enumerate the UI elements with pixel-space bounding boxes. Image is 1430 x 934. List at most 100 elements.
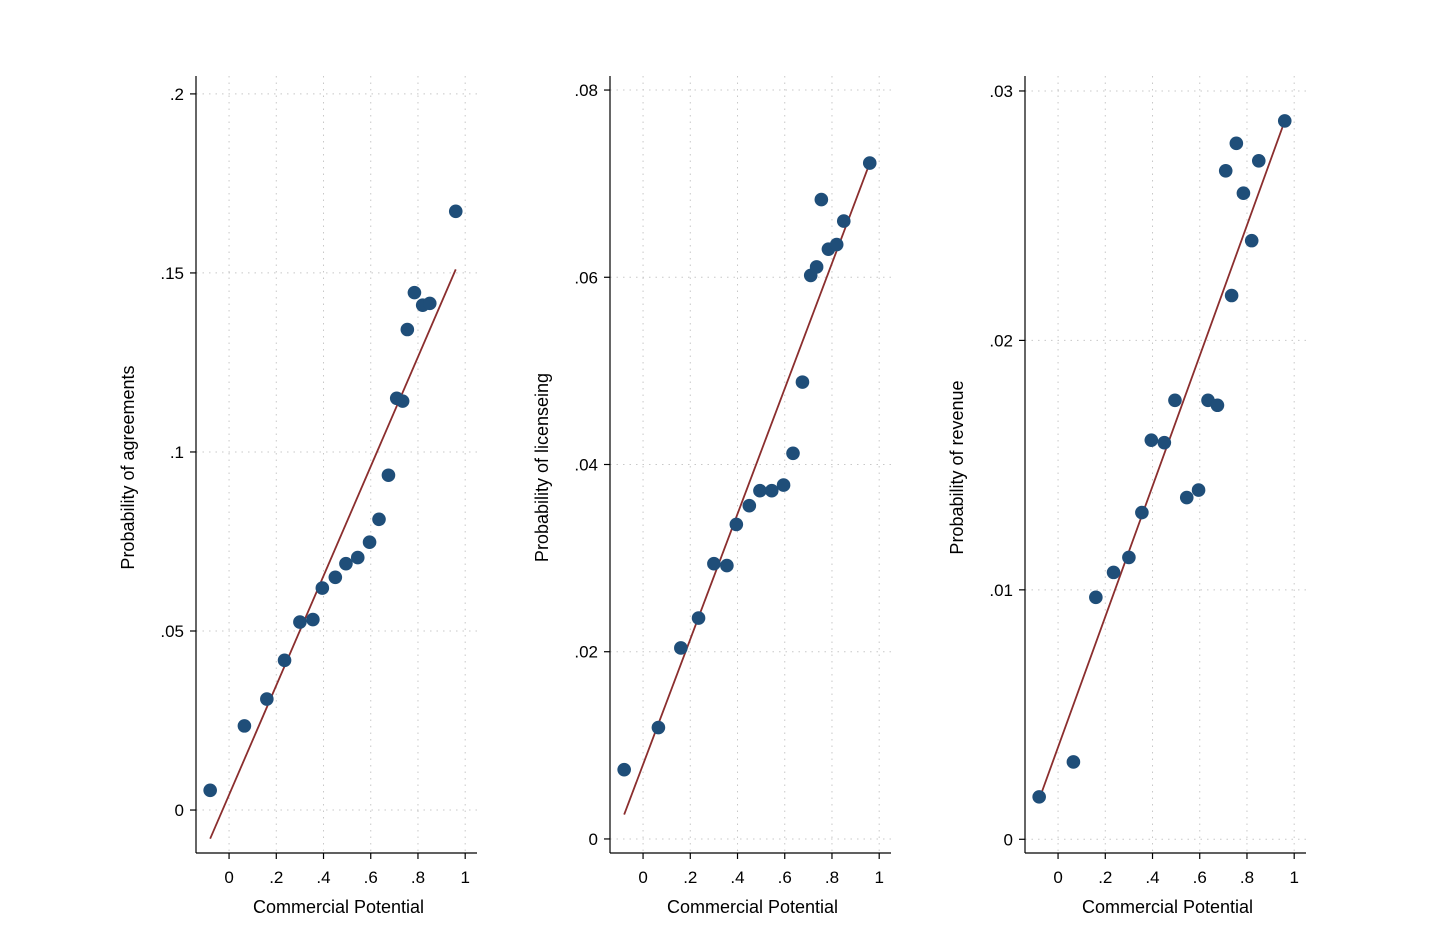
data-point	[395, 394, 410, 408]
data-point	[1244, 233, 1259, 248]
chart-panel-3: 0 .01 .02 .03 0 .2 .4 .6 .8 1 Commercial Potential…	[947, 76, 1306, 917]
fit-line	[1038, 120, 1286, 800]
x-tick-label: 1	[460, 868, 469, 887]
x-tick-label: 1	[1289, 868, 1298, 887]
data-point	[1089, 590, 1103, 605]
data-point	[809, 260, 824, 274]
y-tick-label: .15	[160, 264, 184, 283]
y-tick-label: .02	[989, 331, 1013, 350]
x-axis-title: Commercial Potential	[253, 897, 424, 917]
fit-line	[623, 162, 871, 815]
data-point	[1277, 114, 1292, 128]
data-point	[315, 581, 330, 595]
y-tick-label: .04	[574, 456, 598, 475]
data-point	[1210, 398, 1225, 413]
data-point	[753, 483, 767, 498]
data-point	[829, 237, 844, 252]
data-point	[1135, 505, 1149, 520]
chart-panel-2: 0 .02 .04 .06 .08 0 .2 .4 .6 .8 1 Commercial Potent…	[532, 76, 891, 917]
data-point	[277, 653, 292, 668]
data-point	[1218, 163, 1233, 178]
data-point	[400, 322, 415, 337]
data-point	[1106, 565, 1121, 580]
data-point	[862, 156, 877, 170]
data-point	[372, 512, 386, 527]
y-tick-label: 0	[589, 830, 598, 849]
y-axis-title: Probability of licenseing	[532, 373, 552, 562]
data-point	[1191, 483, 1206, 497]
y-tick-label: .06	[574, 268, 598, 287]
data-point	[764, 483, 779, 498]
data-point	[1122, 550, 1136, 565]
x-tick-label: .4	[316, 868, 330, 887]
x-tick-label: .2	[269, 868, 283, 887]
data-point	[795, 375, 810, 389]
y-tick-label: 0	[175, 801, 184, 820]
data-point	[691, 611, 706, 625]
data-point	[1251, 154, 1266, 168]
y-axis-title: Probability of revenue	[947, 380, 967, 554]
x-tick-label: 1	[874, 868, 883, 887]
data-point	[381, 468, 396, 483]
y-tick-label: 0	[1004, 830, 1013, 849]
data-point	[1224, 288, 1239, 303]
data-point	[1179, 490, 1194, 505]
data-point	[448, 204, 463, 219]
x-tick-label: .4	[730, 868, 744, 887]
x-tick-label: .8	[825, 868, 839, 887]
data-point	[814, 192, 829, 207]
x-tick-label: .8	[411, 868, 425, 887]
y-tick-label: .05	[160, 622, 184, 641]
x-tick-label: .6	[1193, 868, 1207, 887]
data-point	[674, 641, 688, 655]
data-point	[422, 296, 437, 311]
data-point	[1236, 186, 1251, 201]
data-point	[742, 498, 757, 513]
y-tick-label: .01	[989, 581, 1013, 600]
data-point	[1066, 755, 1081, 769]
x-tick-label: 0	[224, 868, 233, 887]
data-point	[362, 535, 377, 549]
x-tick-label: 0	[638, 868, 647, 887]
data-point	[1229, 136, 1244, 151]
y-axis-title: Probability of agreements	[118, 365, 138, 569]
x-tick-label: .6	[364, 868, 378, 887]
y-tick-label: .08	[574, 81, 598, 100]
data-point	[1144, 433, 1159, 447]
data-point	[1168, 393, 1182, 408]
x-tick-label: .2	[1098, 868, 1112, 887]
y-tick-label: .1	[170, 443, 184, 462]
x-tick-label: .6	[778, 868, 792, 887]
y-tick-label: .2	[170, 85, 184, 104]
chart-panel-1: 0 .05 .1 .15 .2 0 .2 .4 .6 .8 1 Commercial Potentia…	[118, 76, 477, 917]
data-point	[651, 720, 666, 735]
data-point	[1157, 435, 1172, 450]
data-point	[350, 550, 365, 565]
data-point	[707, 556, 721, 571]
data-point	[260, 692, 274, 706]
data-point	[786, 446, 800, 461]
data-point	[203, 783, 217, 798]
data-point	[328, 570, 343, 585]
x-tick-label: 0	[1053, 868, 1062, 887]
data-point	[237, 719, 252, 733]
data-point	[617, 762, 631, 777]
data-point	[306, 612, 320, 627]
x-axis-title: Commercial Potential	[667, 897, 838, 917]
data-point	[293, 615, 307, 629]
y-tick-label: .02	[574, 643, 598, 662]
data-point	[720, 558, 734, 573]
data-point	[1032, 790, 1046, 804]
data-point	[776, 478, 791, 492]
fit-line	[209, 268, 457, 840]
data-point	[729, 517, 744, 532]
x-tick-label: .8	[1240, 868, 1254, 887]
data-point	[407, 285, 422, 300]
x-tick-label: .2	[683, 868, 697, 887]
y-tick-label: .03	[989, 82, 1013, 101]
x-axis-title: Commercial Potential	[1082, 897, 1253, 917]
data-point	[339, 556, 353, 571]
data-point	[836, 214, 851, 228]
x-tick-label: .4	[1145, 868, 1159, 887]
